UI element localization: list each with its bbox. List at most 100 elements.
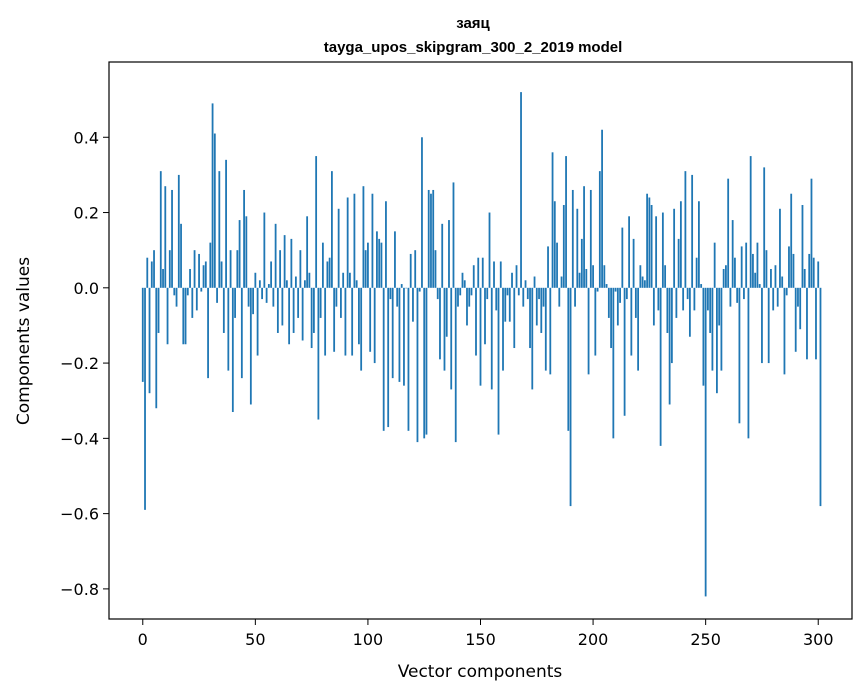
bar <box>184 287 187 345</box>
bar <box>454 287 457 443</box>
bar <box>765 250 768 288</box>
bar <box>283 235 286 288</box>
bar <box>369 287 372 352</box>
bar <box>412 287 414 322</box>
bar <box>756 242 759 288</box>
bar <box>155 287 158 409</box>
bar <box>342 272 345 288</box>
bar <box>722 268 725 288</box>
y-tick-label: −0.8 <box>60 580 99 599</box>
bar <box>679 201 682 288</box>
bar <box>256 287 259 356</box>
bar <box>767 287 770 364</box>
bar <box>749 156 752 288</box>
bar <box>378 238 381 288</box>
bar <box>493 261 495 288</box>
bar <box>763 167 766 288</box>
bar <box>186 287 189 296</box>
bar <box>247 287 250 307</box>
bar <box>549 287 552 375</box>
x-axis-label: Vector components <box>398 662 563 682</box>
bar <box>612 287 615 439</box>
bar <box>229 250 232 288</box>
bar <box>427 189 430 288</box>
bar <box>729 287 732 307</box>
bar <box>308 272 311 288</box>
bar <box>319 287 322 318</box>
bar <box>594 287 597 356</box>
bar <box>245 216 248 288</box>
bar <box>682 287 685 311</box>
bar <box>315 156 318 288</box>
bar <box>400 284 403 288</box>
bar <box>661 212 664 288</box>
bar <box>267 284 270 288</box>
bar <box>625 287 628 300</box>
bar <box>396 287 399 307</box>
bar <box>486 287 489 300</box>
bar <box>265 287 268 303</box>
bar <box>414 250 417 288</box>
bar <box>772 287 775 311</box>
bar <box>511 272 513 288</box>
bar <box>360 287 363 371</box>
bar <box>211 103 214 288</box>
bar <box>441 223 444 288</box>
bar <box>340 287 342 318</box>
bar <box>373 287 376 364</box>
bar <box>198 253 200 288</box>
bar <box>222 287 225 333</box>
bar <box>693 287 696 311</box>
bar <box>213 133 216 288</box>
bar <box>770 268 772 288</box>
y-axis: −0.8 −0.6 −0.4 −0.2 0.0 0.2 0.4 <box>60 128 109 599</box>
bar <box>808 253 811 288</box>
bar <box>290 238 293 288</box>
bar <box>565 156 567 288</box>
bar <box>803 268 806 288</box>
bar <box>306 216 309 288</box>
bar <box>310 287 313 349</box>
bar <box>146 257 149 288</box>
bar <box>481 257 484 288</box>
bar <box>655 216 658 288</box>
bar <box>646 193 649 288</box>
bar <box>652 287 655 326</box>
bar <box>303 280 306 288</box>
bar <box>743 287 745 300</box>
x-tick-label: 200 <box>578 630 609 649</box>
bar <box>238 220 241 288</box>
bar <box>792 253 795 288</box>
bar <box>164 186 167 288</box>
x-tick-label: 300 <box>803 630 834 649</box>
bar <box>562 205 565 288</box>
bar <box>698 201 700 288</box>
bar <box>459 287 462 296</box>
bar <box>670 287 673 364</box>
bar <box>432 189 435 288</box>
bar <box>439 287 441 360</box>
bar <box>641 276 644 288</box>
bar <box>752 253 754 288</box>
bar <box>720 287 723 371</box>
bar <box>335 287 338 307</box>
bar <box>540 287 543 333</box>
bar <box>346 197 349 288</box>
bar <box>443 287 446 371</box>
bar <box>630 287 633 356</box>
bar <box>614 287 617 292</box>
bar <box>522 287 525 307</box>
bar <box>249 287 252 405</box>
bar <box>376 231 378 288</box>
bar <box>569 287 572 507</box>
bar <box>806 287 808 360</box>
bar <box>394 231 396 288</box>
bar <box>472 265 475 288</box>
bar <box>317 287 320 420</box>
bar <box>504 287 507 322</box>
chart-subtitle: tayga_upos_skipgram_300_2_2019 model <box>324 39 623 56</box>
bar <box>288 287 291 345</box>
bar <box>175 287 178 307</box>
bar <box>727 178 730 288</box>
bar <box>776 287 779 307</box>
